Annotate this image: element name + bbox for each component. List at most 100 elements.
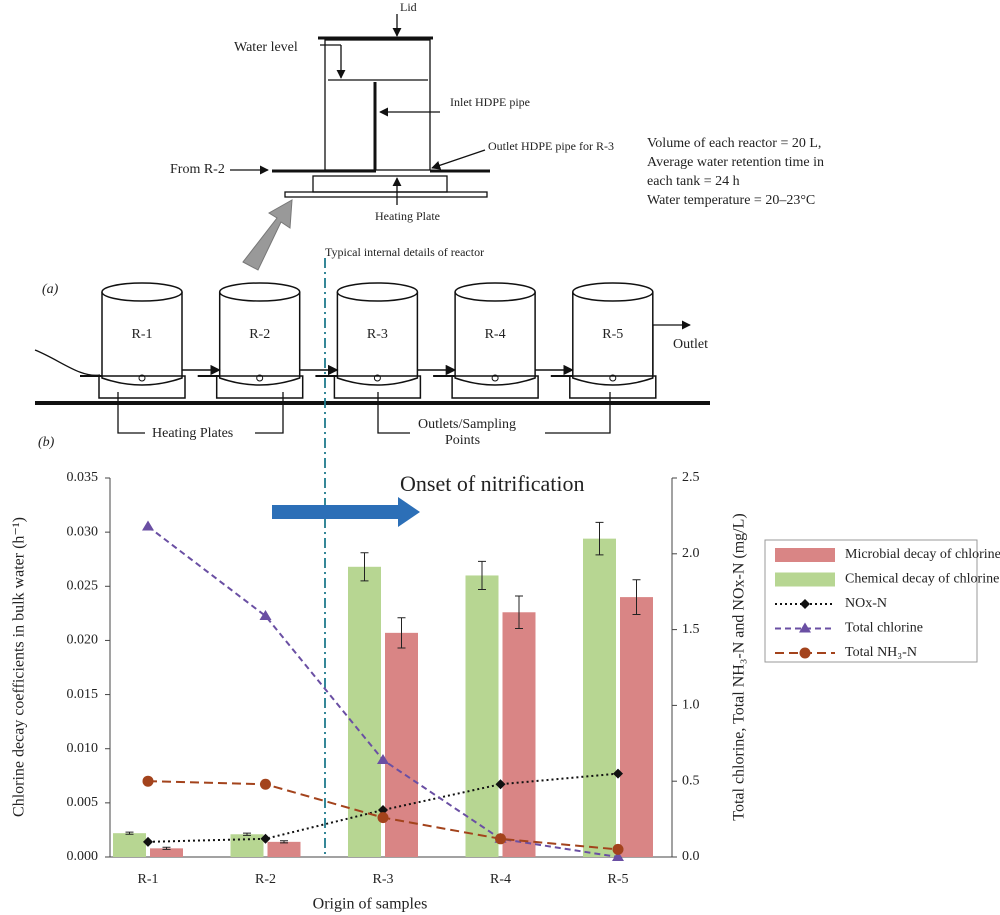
bar bbox=[230, 834, 264, 857]
bar bbox=[150, 848, 183, 857]
y-tick-label: 0.020 bbox=[67, 633, 99, 648]
label: Lid bbox=[400, 0, 417, 14]
tank-top bbox=[336, 282, 419, 302]
point bbox=[495, 779, 506, 790]
label: Water level bbox=[234, 40, 298, 55]
legend-swatch bbox=[775, 572, 835, 587]
reactor-row bbox=[34, 282, 710, 405]
error-bar bbox=[243, 832, 251, 836]
annotation: Onset of nitrification bbox=[400, 471, 585, 496]
x-tick-label: R-1 bbox=[138, 872, 159, 887]
legend-marker bbox=[800, 599, 810, 609]
bar bbox=[113, 833, 146, 857]
reactor-label: R-1 bbox=[132, 327, 153, 342]
legend-label: Total NH₃-N bbox=[845, 645, 917, 660]
tank-top bbox=[572, 282, 654, 302]
arrow bbox=[272, 497, 420, 527]
error-bar bbox=[632, 579, 641, 615]
label: Heating Plate bbox=[375, 209, 440, 223]
error-bar bbox=[125, 831, 134, 835]
y-tick-label: 0.030 bbox=[67, 524, 99, 539]
x-tick-label: R-3 bbox=[373, 872, 394, 887]
plate bbox=[98, 375, 186, 399]
point bbox=[259, 609, 272, 620]
note: Volume of each reactor = 20 L, bbox=[647, 136, 821, 151]
point bbox=[142, 520, 154, 531]
plate bbox=[569, 375, 657, 399]
legend-marker bbox=[799, 647, 811, 659]
reactor-label: R-5 bbox=[602, 327, 623, 342]
legend-label: NOx-N bbox=[845, 596, 887, 611]
bar bbox=[583, 538, 616, 857]
plate bbox=[215, 375, 304, 399]
tank bbox=[336, 292, 419, 386]
x-tick-label: R-2 bbox=[255, 872, 276, 887]
y-tick-label: 0.035 bbox=[67, 470, 99, 485]
legend-marker bbox=[799, 622, 811, 633]
y2-tick-label: 1.5 bbox=[682, 622, 700, 637]
y2-tick-label: 2.5 bbox=[682, 470, 700, 485]
bar bbox=[465, 575, 499, 857]
point bbox=[377, 812, 389, 824]
label: Inlet HDPE pipe bbox=[450, 95, 530, 109]
error-bar bbox=[397, 617, 406, 649]
tank bbox=[101, 292, 183, 386]
x-tick-label: R-4 bbox=[490, 872, 511, 887]
point bbox=[260, 778, 271, 790]
reactor-label: R-3 bbox=[367, 327, 388, 342]
reactor-label: R-4 bbox=[485, 327, 506, 342]
plate bbox=[451, 375, 539, 399]
point bbox=[143, 836, 153, 847]
y2-tick-label: 0.0 bbox=[682, 849, 700, 864]
point bbox=[612, 851, 624, 861]
error-bar bbox=[280, 840, 288, 844]
y2-tick-label: 0.5 bbox=[682, 773, 700, 788]
point bbox=[612, 843, 624, 855]
tank-top bbox=[218, 282, 301, 302]
note: Water temperature = 20–23°C bbox=[647, 193, 815, 208]
y2-tick-label: 2.0 bbox=[682, 546, 700, 561]
label: Outlet HDPE pipe for R-3 bbox=[488, 139, 614, 153]
label: Heating Plates bbox=[152, 426, 233, 441]
tank bbox=[572, 292, 654, 386]
point bbox=[260, 833, 271, 844]
tank bbox=[454, 292, 536, 386]
y-tick-label: 0.005 bbox=[67, 795, 99, 810]
x-tick-label: R-5 bbox=[608, 872, 629, 887]
y-tick-label: 0.000 bbox=[67, 849, 99, 864]
error-bar bbox=[595, 521, 604, 556]
error-bar bbox=[515, 595, 523, 630]
x-axis-label: Origin of samples bbox=[313, 896, 428, 913]
bar bbox=[348, 566, 381, 857]
tank-top bbox=[101, 282, 183, 302]
label: Typical internal details of reactor bbox=[325, 245, 484, 259]
y-tick-label: 0.025 bbox=[67, 579, 99, 594]
y-axis-label: Chlorine decay coefficients in bulk wate… bbox=[11, 517, 28, 817]
note: each tank = 24 h bbox=[647, 174, 740, 189]
point bbox=[377, 753, 389, 764]
point bbox=[613, 768, 623, 779]
label: From R-2 bbox=[170, 162, 225, 177]
bar bbox=[267, 841, 301, 857]
tank bbox=[218, 292, 301, 386]
point bbox=[378, 805, 388, 816]
point bbox=[495, 833, 506, 845]
panel-label: (b) bbox=[38, 435, 55, 450]
error-bar bbox=[162, 846, 171, 850]
legend-label: Chemical decay of chlorine bbox=[845, 572, 999, 587]
label: Outlet bbox=[673, 337, 708, 352]
reactor-detail bbox=[230, 14, 490, 271]
y-tick-label: 0.010 bbox=[67, 741, 99, 756]
bar bbox=[620, 597, 653, 857]
legend-label: Microbial decay of chlorine bbox=[845, 547, 1000, 562]
point bbox=[142, 775, 154, 787]
label: Outlets/Sampling bbox=[418, 417, 516, 432]
note: Average water retention time in bbox=[647, 155, 824, 170]
error-bar bbox=[478, 560, 486, 591]
legend-label: Total chlorine bbox=[845, 621, 923, 636]
bar bbox=[385, 632, 418, 857]
legend-swatch bbox=[775, 548, 835, 562]
bar bbox=[502, 612, 536, 857]
y2-axis-label: Total chlorine, Total NH₃-N and NOx-N (m… bbox=[731, 513, 748, 820]
